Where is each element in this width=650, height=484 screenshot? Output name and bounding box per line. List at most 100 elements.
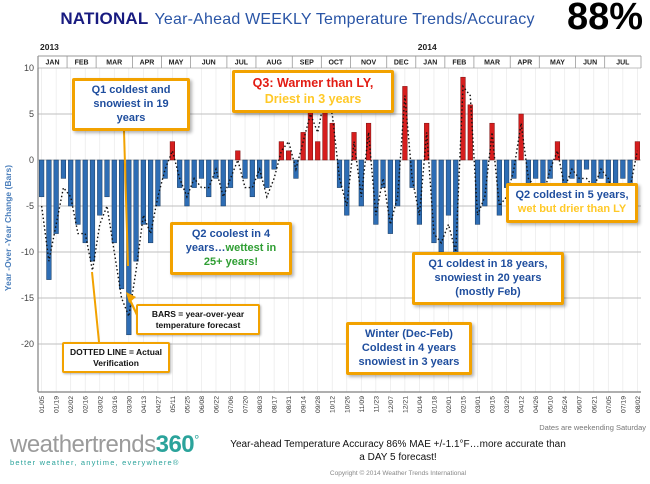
svg-text:10/26: 10/26	[344, 396, 351, 413]
bar	[336, 159, 343, 188]
svg-text:10: 10	[24, 63, 34, 73]
bar	[496, 159, 502, 216]
bar	[460, 76, 466, 161]
bar	[511, 159, 517, 179]
svg-text:07/06: 07/06	[228, 396, 235, 413]
svg-text:-5: -5	[26, 201, 34, 211]
bar	[46, 159, 52, 280]
bar	[206, 159, 212, 198]
bar	[97, 159, 103, 216]
logo-360: 360	[155, 431, 195, 458]
svg-text:JUL: JUL	[235, 60, 249, 67]
bar	[140, 159, 146, 225]
bar	[329, 122, 335, 161]
svg-text:-10: -10	[21, 247, 34, 257]
svg-text:09/28: 09/28	[315, 396, 322, 413]
callout-q2-2013-part1: Q2 coolest in 4 years…	[185, 228, 271, 254]
bar	[104, 159, 110, 198]
svg-text:08/02: 08/02	[635, 396, 642, 413]
svg-text:05/24: 05/24	[562, 396, 569, 413]
svg-text:NOV: NOV	[361, 60, 377, 67]
svg-text:04/12: 04/12	[519, 396, 526, 413]
svg-text:02/15: 02/15	[461, 396, 468, 413]
x-axis-labels: 01/05 01/19 02/02 02/16 03/02 03/16 03/30 04/13…	[39, 396, 642, 413]
year-label: 2014	[418, 42, 437, 52]
svg-text:SEP: SEP	[300, 60, 314, 67]
svg-text:12/21: 12/21	[402, 396, 409, 413]
svg-text:AUG: AUG	[266, 60, 282, 67]
svg-text:JUN: JUN	[583, 60, 597, 67]
svg-text:05/11: 05/11	[170, 396, 177, 413]
svg-text:0: 0	[29, 155, 34, 165]
svg-text:DEC: DEC	[394, 60, 409, 67]
bar	[162, 159, 168, 179]
svg-text:APR: APR	[517, 60, 532, 67]
svg-text:JUN: JUN	[202, 60, 216, 67]
bar	[402, 86, 408, 161]
bar	[467, 104, 473, 161]
svg-text:04/13: 04/13	[141, 396, 148, 413]
bar	[155, 159, 161, 207]
callout-q2-2013: Q2 coolest in 4 years…wettest in 25+ yea…	[170, 222, 292, 276]
bar	[148, 159, 154, 244]
month-axis: JAN FEB MAR APR MAY JUN JUL AUG SEP OCT NOV DEC JAN F…	[37, 56, 642, 68]
callout-q3-2013: Q3: Warmer than LY, Driest in 3 years	[232, 70, 394, 114]
callout-q3-line1: Q3: Warmer than LY,	[252, 76, 374, 90]
bar	[365, 122, 372, 161]
bar	[533, 159, 539, 179]
svg-text:02/16: 02/16	[83, 396, 90, 413]
svg-text:08/17: 08/17	[272, 396, 279, 413]
bar	[489, 122, 495, 161]
callout-q2-2014: Q2 coldest in 5 years, wet but drier tha…	[506, 183, 638, 223]
bar	[438, 159, 444, 253]
svg-text:MAY: MAY	[169, 60, 184, 67]
bar	[60, 159, 67, 179]
bar	[169, 141, 175, 161]
svg-text:06/22: 06/22	[213, 396, 220, 413]
svg-text:08/03: 08/03	[257, 396, 264, 413]
title-text: Year-Ahead WEEKLY Temperature Trends/Acc…	[154, 11, 535, 28]
page-title: NATIONAL Year-Ahead WEEKLY Temperature Tr…	[30, 9, 565, 29]
bar	[118, 159, 125, 290]
bar	[278, 141, 284, 161]
svg-text:MAR: MAR	[484, 60, 500, 67]
callout-q2-2013-part2: wettest in 25+ years!	[203, 241, 277, 268]
copyright-text: Copyright © 2014 Weather Trends Internat…	[329, 470, 467, 477]
bar	[315, 141, 321, 161]
bar	[82, 159, 88, 244]
weathertrends360-logo: weathertrends360° better weather, anytim…	[10, 431, 199, 468]
svg-text:03/16: 03/16	[112, 396, 119, 413]
bar	[307, 104, 314, 161]
bar	[177, 159, 183, 188]
svg-text:10/12: 10/12	[330, 396, 337, 413]
year-label: 2013	[40, 42, 59, 52]
svg-text:-15: -15	[21, 293, 34, 303]
svg-text:04/27: 04/27	[155, 396, 162, 413]
bar	[474, 159, 481, 225]
bar	[554, 141, 561, 161]
svg-text:-20: -20	[21, 339, 34, 349]
bar	[395, 159, 401, 207]
accuracy-footnote: Year-ahead Temperature Accuracy 86% MAE …	[230, 439, 566, 463]
bar	[583, 159, 590, 170]
bar	[380, 159, 386, 188]
svg-text:01/04: 01/04	[417, 396, 424, 413]
svg-text:07/20: 07/20	[243, 396, 250, 413]
y-axis-title: Year -Over -Year Change (Bars)	[3, 165, 13, 291]
svg-text:FEB: FEB	[75, 60, 89, 67]
title-brand: NATIONAL	[60, 9, 149, 28]
bar	[445, 159, 452, 216]
svg-text:01/05: 01/05	[39, 396, 46, 413]
bar	[300, 132, 306, 161]
svg-text:07/19: 07/19	[620, 396, 627, 413]
bar	[89, 159, 96, 262]
weekending-note: Dates are weekending Saturday	[539, 423, 646, 432]
svg-text:MAR: MAR	[106, 60, 122, 67]
bar	[184, 159, 190, 207]
svg-text:03/29: 03/29	[504, 396, 511, 413]
svg-text:JAN: JAN	[423, 60, 437, 67]
callout-q1-2013: Q1 coldest and snowiest in 19 years	[72, 78, 190, 132]
svg-text:01/19: 01/19	[54, 396, 61, 413]
svg-text:03/01: 03/01	[475, 396, 482, 413]
